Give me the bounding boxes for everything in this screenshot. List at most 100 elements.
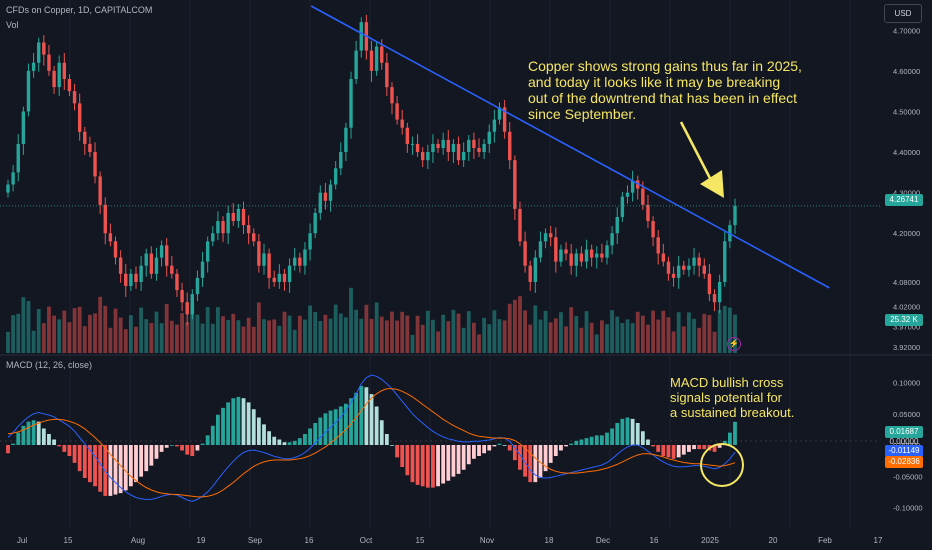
candle-body [298,257,302,266]
volume-bar [128,315,133,353]
macd-line [7,374,736,502]
candle-body [477,148,481,153]
histogram-bar [615,423,620,445]
volume-bar [11,315,16,353]
volume-bar [195,314,200,353]
signal-line [7,388,736,498]
histogram-bar [139,445,144,477]
volume-bar [727,307,732,353]
candle-body [62,62,67,79]
candle-body [344,127,348,153]
volume-bar [497,319,502,353]
histogram-bar [733,421,737,445]
main-annotation: Copper shows strong gains thus far in 20… [528,58,802,122]
volume-bar [77,306,82,353]
histogram-bar [251,409,256,445]
volume-bar [287,315,292,353]
volume-bar [589,322,594,353]
volume-bar [344,317,348,353]
candle-body [548,233,553,238]
histogram-bar [72,445,77,463]
histogram-bar [216,414,220,445]
grid-lines [69,0,851,530]
candle-body [257,241,261,266]
candle-body [692,257,696,266]
histogram-bar [410,445,415,483]
volume-bar [707,315,712,353]
histogram-bar [236,396,241,445]
candle-body [656,237,660,254]
macd-histogram [6,385,737,496]
histogram-bar [287,442,292,445]
volume-bar [548,322,553,353]
volume-bar [712,331,717,353]
histogram-bar [425,445,430,488]
candle-body [687,265,691,270]
candle-body [328,184,333,201]
volume-bar [405,315,410,353]
volume-bar [615,316,620,353]
candle-body [487,131,491,144]
volume-bar [159,323,164,353]
price-tick-label: 4.50000 [893,107,920,116]
histogram-bar [144,445,149,472]
candle-body [661,253,666,262]
histogram-bar [640,431,645,445]
candle-body [37,42,41,63]
currency-button[interactable]: USD [884,4,922,23]
volume-bar [640,315,645,353]
main-annotation-line: out of the downtrend that has been in ef… [528,90,798,106]
histogram-bar [610,428,615,445]
volume-bar [297,315,302,353]
volume-bar [533,305,538,353]
lightning-icon[interactable]: ⚡ [727,337,741,351]
candle-body [564,249,568,254]
histogram-bar [93,445,97,487]
histogram-bar [180,445,184,451]
candle-body [707,273,712,295]
histogram-bar [681,445,686,455]
last-price-tag: 4.26741 [885,194,923,206]
candle-body [554,237,558,262]
volume-bar [175,324,179,353]
annotation-arrowhead [700,170,724,198]
histogram-bar [26,421,31,445]
price-tick-label: 3.97000 [893,323,920,332]
histogram-bar [282,442,287,445]
volume-bar [313,312,318,353]
volume-bar [666,317,671,353]
time-tick-label: 18 [545,536,554,545]
histogram-bar [159,445,164,452]
histogram-bar [512,445,517,461]
candle-body [543,233,548,242]
volume-bar [692,318,696,353]
histogram-bar [246,402,251,445]
volume-bar [569,307,574,353]
histogram-bar [599,435,604,445]
volume-bar [436,331,440,353]
candle-body [108,233,113,242]
histogram-bar [702,445,707,450]
histogram-tag: 0.01687 [885,426,923,438]
candle-body [221,221,225,234]
candle-body [11,172,15,185]
time-axis-ticks: Jul 15 Aug 19 Sep 16 Oct 15 Nov 18 Dec 16 2025 20 Feb 1… [17,536,883,545]
candle-body [72,91,77,104]
histogram-bar [528,445,533,483]
volume-bar [308,305,312,353]
macd-tick-label: 0.10000 [893,379,920,388]
histogram-bar [651,445,655,447]
candle-body [282,273,287,282]
candle-body [6,184,10,193]
volume-bar [369,319,374,353]
volume-bar [523,310,527,353]
zero-tag: 0.00000 [889,437,919,446]
candle-body [482,143,486,153]
candle-body [579,253,584,262]
candle-body [390,87,394,104]
histogram-bar [36,421,41,445]
candle-body [359,22,363,51]
histogram-bar [190,445,195,456]
volume-bar [656,319,661,353]
histogram-bar [722,440,727,445]
